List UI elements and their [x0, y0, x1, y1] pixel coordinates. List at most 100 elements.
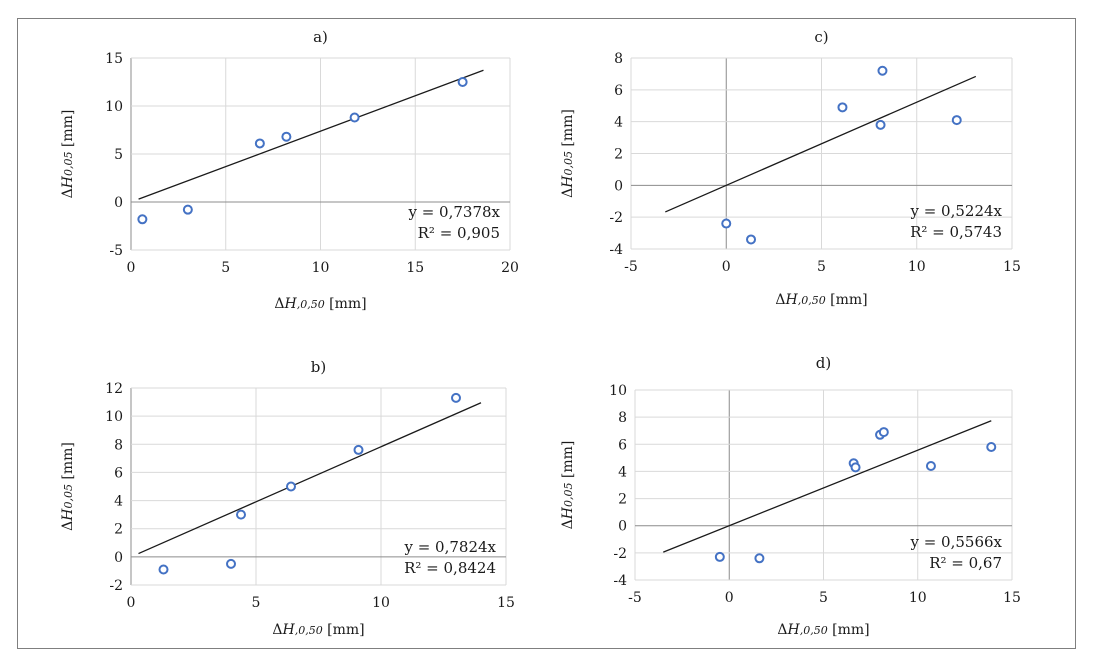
x-axis-label-var: H: [784, 292, 798, 308]
y-axis-label: ΔH0,05 [mm]: [60, 110, 76, 199]
x-tick-label: 20: [501, 260, 519, 276]
x-tick-label: 10: [372, 595, 390, 611]
r-squared-label: R² = 0,905: [418, 224, 500, 242]
x-axis-label-unit: [mm]: [325, 296, 367, 312]
y-tick-label: 8: [114, 437, 123, 453]
x-tick-label: 15: [1003, 590, 1021, 606]
x-axis-label-sub: ,0,50: [297, 298, 325, 311]
panel-title: c): [814, 28, 828, 46]
x-tick-label: 15: [497, 595, 515, 611]
trendline: [665, 75, 977, 213]
x-axis-label: ΔH,0,50 [mm]: [775, 292, 867, 308]
data-point: [254, 138, 265, 149]
r-squared-label: R² = 0,8424: [404, 559, 496, 577]
y-tick-label: 2: [114, 522, 123, 538]
y-axis-label-prefix: Δ: [560, 519, 576, 529]
data-point: [236, 509, 246, 520]
y-axis-label: ΔH0,05 [mm]: [560, 441, 576, 530]
data-point: [714, 551, 725, 562]
x-tick-label: 5: [819, 590, 828, 606]
data-point: [721, 218, 732, 229]
data-point: [286, 481, 296, 492]
data-point: [850, 462, 861, 473]
y-axis-label-unit: [mm]: [560, 109, 576, 151]
x-axis-label-prefix: Δ: [775, 292, 785, 308]
y-axis-label-sub: 0,05: [62, 152, 75, 177]
y-axis-label-prefix: Δ: [560, 188, 576, 198]
r-squared-label: R² = 0,5743: [910, 223, 1002, 241]
trendline-equation: y = 0,7824x: [403, 538, 496, 556]
x-axis-label: ΔH,0,50 [mm]: [777, 622, 869, 638]
data-point: [451, 392, 461, 403]
y-tick-label: -2: [613, 546, 627, 562]
y-axis-label: ΔH0,05 [mm]: [60, 442, 76, 531]
data-point: [182, 204, 193, 215]
y-tick-label: -2: [109, 578, 123, 594]
x-axis-label-unit: [mm]: [323, 622, 365, 638]
data-point: [925, 461, 936, 471]
y-tick-label: -5: [109, 243, 123, 259]
y-tick-label: 2: [614, 147, 623, 163]
x-tick-label: -5: [624, 259, 638, 275]
trendline: [138, 69, 484, 200]
y-axis-label-var: H: [60, 175, 76, 189]
y-tick-label: 4: [114, 494, 123, 510]
x-tick-label: 5: [817, 259, 826, 275]
y-tick-label: 10: [609, 383, 627, 399]
data-point: [746, 234, 757, 245]
x-axis-label-prefix: Δ: [777, 622, 787, 638]
x-axis-label-prefix: Δ: [272, 622, 282, 638]
y-axis-label: ΔH0,05 [mm]: [560, 109, 576, 198]
y-tick-label: 8: [614, 51, 623, 67]
y-tick-label: -4: [609, 242, 623, 258]
x-tick-label: 5: [252, 595, 261, 611]
data-point: [349, 112, 360, 123]
x-tick-label: 15: [406, 260, 424, 276]
data-point: [457, 77, 468, 87]
figure-frame: [17, 18, 1076, 649]
y-tick-label: 4: [614, 115, 623, 131]
x-axis-label-unit: [mm]: [826, 292, 868, 308]
panel-title: b): [311, 358, 326, 376]
y-axis-label-sub: 0,05: [562, 151, 575, 176]
data-point: [837, 102, 848, 113]
y-axis-label-var: H: [560, 506, 576, 520]
x-axis-label-sub: ,0,50: [295, 624, 323, 637]
x-axis-label-var: H: [281, 622, 295, 638]
x-axis-label: ΔH,0,50 [mm]: [272, 622, 364, 638]
x-tick-label: 0: [722, 259, 731, 275]
data-point: [754, 553, 765, 564]
y-tick-label: 0: [114, 550, 123, 566]
x-axis-label: ΔH,0,50 [mm]: [274, 296, 366, 312]
y-tick-label: 0: [114, 195, 123, 211]
x-axis-label-var: H: [786, 622, 800, 638]
data-point: [875, 119, 886, 130]
trendline: [663, 420, 992, 553]
x-tick-label: 15: [1003, 259, 1021, 275]
panel-title: a): [313, 28, 328, 46]
y-tick-label: 15: [105, 51, 123, 67]
x-tick-label: 10: [909, 590, 927, 606]
x-tick-label: 0: [127, 595, 136, 611]
y-tick-label: -4: [613, 573, 627, 589]
r-squared-label: R² = 0,67: [929, 554, 1002, 572]
x-axis-label-var: H: [283, 296, 297, 312]
y-axis-label-prefix: Δ: [60, 188, 76, 198]
data-point: [137, 214, 148, 225]
y-tick-label: 6: [614, 83, 623, 99]
x-tick-label: 10: [312, 260, 330, 276]
y-axis-label-unit: [mm]: [560, 441, 576, 483]
y-axis-label-var: H: [560, 175, 576, 189]
y-tick-label: 5: [114, 147, 123, 163]
data-point: [878, 427, 889, 438]
x-axis-label-unit: [mm]: [828, 622, 870, 638]
data-point: [226, 558, 236, 569]
trendline-equation: y = 0,5566x: [909, 533, 1002, 551]
y-tick-label: 6: [618, 437, 627, 453]
y-axis-label-unit: [mm]: [60, 110, 76, 152]
